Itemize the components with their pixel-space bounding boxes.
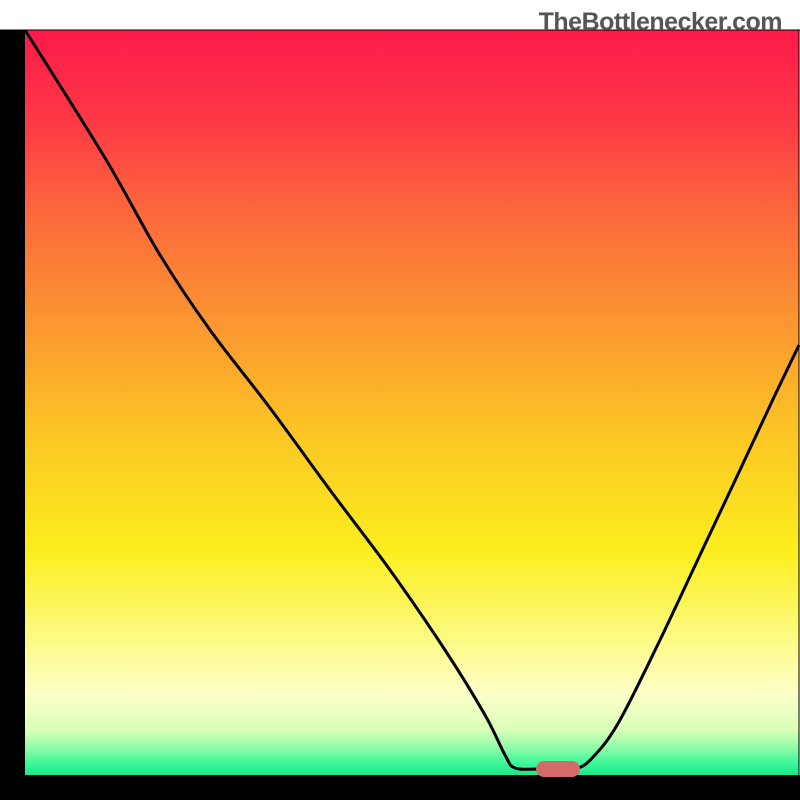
bottleneck-curve-chart: [0, 0, 800, 800]
axis-left: [0, 30, 25, 800]
gradient-background: [25, 30, 799, 775]
chart-container: TheBottlenecker.com: [0, 0, 800, 800]
axis-bottom: [0, 775, 800, 800]
watermark-label: TheBottlenecker.com: [539, 8, 782, 37]
optimal-marker: [536, 761, 580, 777]
